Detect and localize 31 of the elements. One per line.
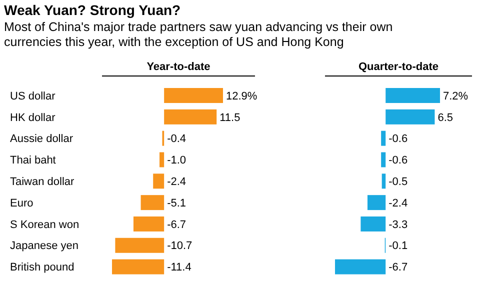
data-label: -11.4: [167, 262, 192, 274]
y-tick-label: Euro: [10, 197, 34, 210]
y-tick-label: Thai baht: [10, 154, 56, 167]
data-label: 7.2%: [443, 90, 468, 102]
data-label: -1.0: [167, 154, 186, 167]
y-tick-label: US dollar: [10, 90, 56, 102]
data-label: 6.5: [438, 112, 454, 124]
y-tick-label: Taiwan dollar: [10, 176, 75, 188]
data-label: -0.5: [388, 176, 408, 188]
y-tick-label: HK dollar: [10, 112, 56, 124]
y-tick-label: Aussie dollar: [10, 133, 74, 146]
x-axis-title: Year-to-date: [146, 61, 210, 73]
data-label: -6.7: [167, 218, 186, 231]
data-label: -0.4: [167, 133, 186, 146]
chart-title: Weak Yuan? Strong Yuan?: [4, 2, 181, 18]
data-label: 12.9%: [226, 90, 258, 102]
data-label: -2.4: [388, 197, 408, 210]
data-label: 11.5: [220, 112, 240, 124]
data-label: -0.6: [388, 154, 408, 167]
data-label: -10.7: [167, 240, 192, 252]
y-tick-label: S Korean won: [10, 218, 80, 231]
chart-subtitle: Most of China's major trade partners saw yuan advancing vs their own currencies this year, with the exception of US and Hong Kong: [4, 20, 393, 49]
x-axis-title: Quarter-to-date: [358, 61, 439, 73]
data-label: -3.3: [388, 218, 408, 231]
data-label: -5.1: [167, 197, 186, 210]
data-label: -6.7: [388, 262, 408, 274]
y-tick-label: Japanese yen: [10, 240, 78, 252]
y-tick-label: British pound: [10, 262, 74, 274]
data-label: -2.4: [167, 176, 186, 188]
data-label: -0.6: [388, 133, 408, 146]
data-label: -0.1: [388, 240, 408, 252]
